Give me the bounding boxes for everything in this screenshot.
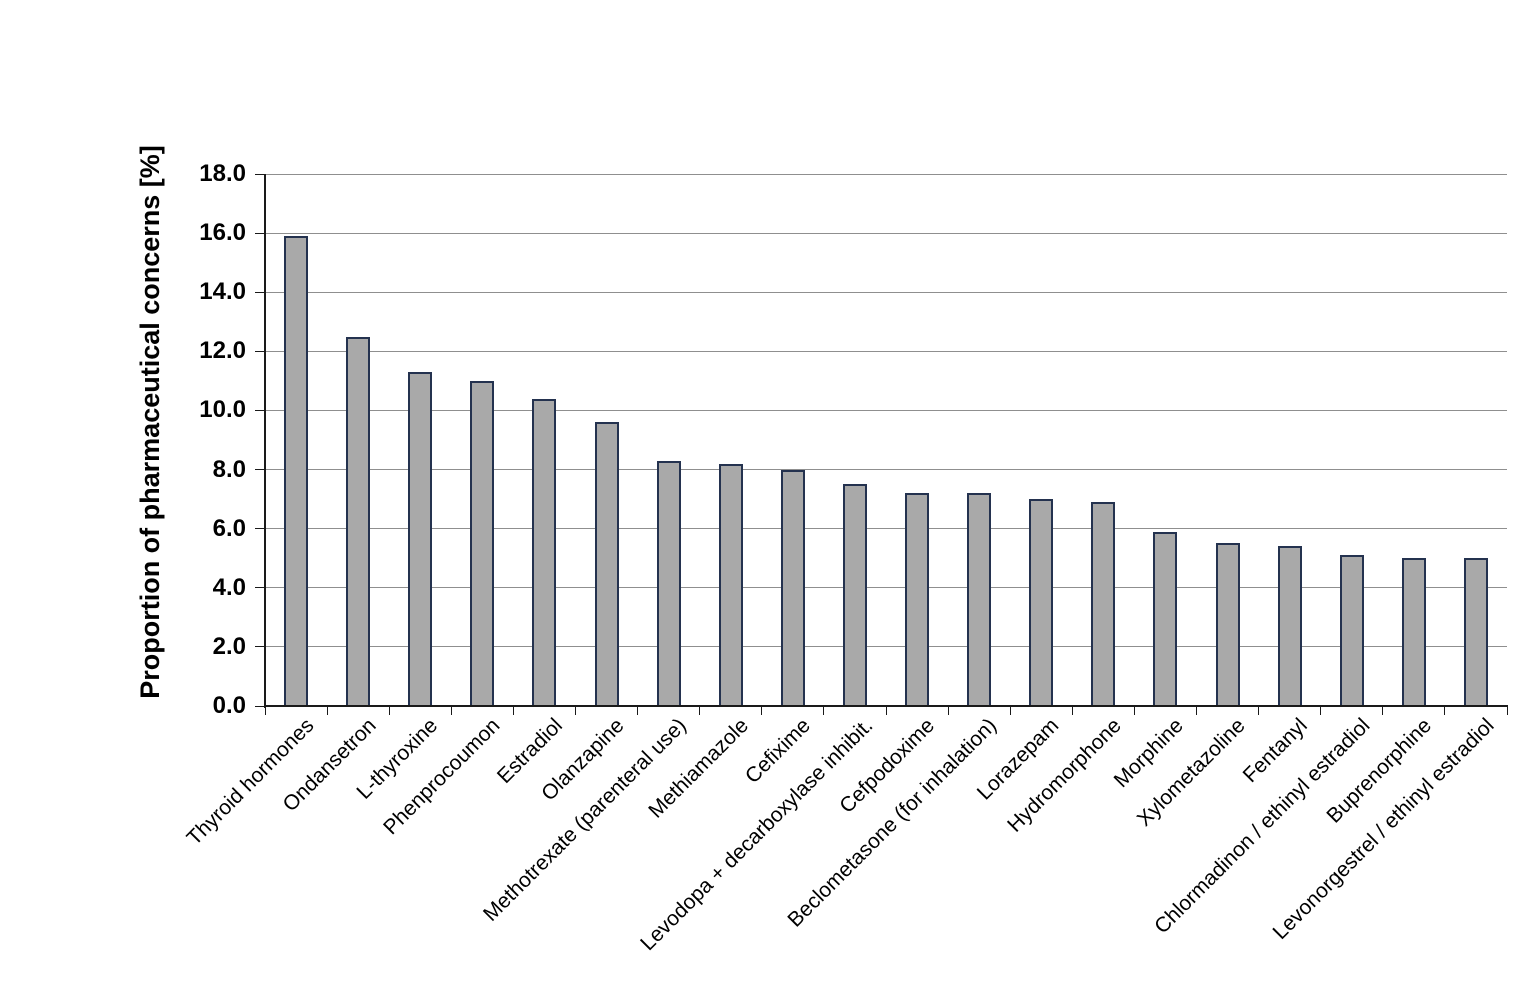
axis-tick — [1196, 707, 1197, 715]
axis-tick — [1382, 707, 1384, 715]
axis-tick — [761, 707, 763, 715]
axis-tick — [255, 232, 264, 234]
axis-tick — [388, 707, 390, 715]
axis-tick — [255, 528, 264, 530]
bar — [1277, 546, 1302, 706]
y-axis-line — [264, 174, 266, 708]
bar — [408, 372, 433, 706]
bar — [1029, 499, 1054, 706]
axis-tick — [264, 707, 266, 715]
axis-tick — [326, 707, 328, 715]
axis-tick — [823, 707, 825, 715]
bar — [1153, 531, 1178, 706]
bar — [594, 422, 619, 706]
axis-tick — [255, 646, 264, 648]
x-axis-label-text: Phenprocoumon — [379, 714, 505, 840]
bar — [718, 463, 743, 706]
axis-tick — [947, 707, 949, 715]
gridline — [265, 409, 1507, 411]
x-axis-label-text: Hydromorphone — [1002, 714, 1126, 837]
axis-tick — [255, 173, 264, 175]
bar — [1215, 543, 1240, 706]
bar — [967, 493, 992, 706]
bar — [1463, 558, 1488, 706]
bar — [346, 336, 371, 706]
y-axis-tick-label: 18.0 — [199, 160, 246, 187]
bar — [1091, 502, 1116, 706]
axis-tick — [255, 587, 264, 589]
gridline — [265, 469, 1507, 471]
bar — [656, 460, 681, 706]
y-axis-tick-label: 0.0 — [212, 692, 246, 719]
gridline — [265, 646, 1507, 648]
gridline — [265, 232, 1507, 234]
gridline — [265, 587, 1507, 589]
axis-tick — [1320, 707, 1322, 715]
gridline — [265, 350, 1507, 352]
axis-tick — [1258, 707, 1260, 715]
bar — [780, 469, 805, 706]
y-axis-tick-label: 10.0 — [199, 396, 246, 424]
axis-tick — [255, 291, 264, 293]
bar — [532, 398, 557, 706]
axis-tick — [637, 707, 639, 715]
bar — [1339, 555, 1364, 706]
axis-tick — [699, 707, 701, 715]
x-axis-label-text: Xylometazoline — [1132, 714, 1250, 831]
y-axis-tick-label: 2.0 — [212, 632, 246, 660]
bar — [905, 493, 930, 706]
axis-tick — [512, 707, 514, 715]
axis-tick — [255, 350, 264, 352]
axis-tick — [450, 707, 452, 715]
y-axis-tick-label: 8.0 — [212, 455, 246, 483]
y-axis-tick-label: 12.0 — [199, 337, 246, 365]
gridline — [265, 173, 1507, 175]
axis-tick — [255, 469, 264, 471]
bar — [1401, 558, 1426, 706]
bar — [284, 236, 309, 706]
axis-tick — [1009, 707, 1011, 715]
y-axis-tick-label: 4.0 — [212, 573, 246, 601]
axis-tick — [255, 705, 264, 707]
axis-tick — [1444, 707, 1446, 715]
y-axis-tick-label: 6.0 — [212, 514, 246, 542]
y-axis-tick-label: 14.0 — [199, 278, 246, 306]
axis-tick — [575, 707, 576, 715]
axis-tick — [1506, 707, 1508, 715]
gridline — [265, 528, 1507, 530]
axis-tick — [885, 707, 887, 715]
bar — [470, 380, 495, 706]
x-axis-line — [264, 705, 1508, 707]
axis-tick — [255, 409, 264, 411]
bar — [842, 484, 867, 706]
axis-tick — [1133, 707, 1135, 715]
y-axis-tick-label: 16.0 — [199, 219, 246, 247]
gridline — [265, 291, 1507, 293]
axis-tick — [1071, 707, 1073, 715]
